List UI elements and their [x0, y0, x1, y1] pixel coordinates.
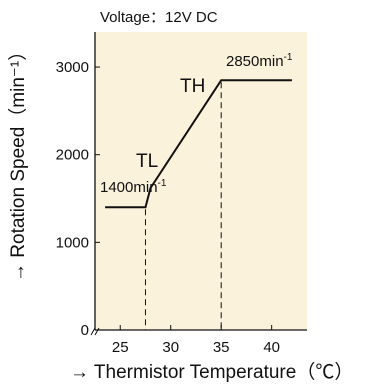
speed-series [105, 79, 292, 209]
low-speed-sup: -1 [158, 178, 167, 189]
low-speed-value: 1400min [100, 179, 158, 196]
high-speed-value: 2850min [226, 53, 284, 70]
x-tick-label: 25 [112, 339, 129, 356]
x-tick-label: 40 [263, 339, 280, 356]
low-speed-label: 1400min-1 [100, 178, 167, 196]
voltage-note: Voltage：12V DC [100, 9, 218, 26]
y-axis-title: → Rotation Speed（min⁻¹） [7, 42, 29, 282]
plot-area [95, 32, 307, 330]
speed-line [105, 79, 292, 209]
tl-label: TL [136, 151, 158, 172]
high-speed-sup: -1 [284, 52, 293, 63]
axis-break-mark [90, 327, 100, 336]
y-tick-label: 1000 [56, 234, 89, 251]
th-label: TH [180, 76, 205, 97]
x-axis-title: → Thermistor Temperature（℃） [70, 361, 353, 383]
threshold-guides [144, 82, 222, 330]
y-tick-label: 2000 [56, 147, 89, 164]
x-tick-label: 35 [213, 339, 230, 356]
y-tick-label: 3000 [56, 59, 89, 76]
x-ticks: 25 30 35 40 [112, 325, 280, 356]
x-tick-label: 30 [162, 339, 179, 356]
y-ticks: 0 1000 2000 3000 [56, 59, 100, 339]
high-speed-label: 2850min-1 [226, 52, 293, 70]
y-tick-label: 0 [81, 322, 89, 339]
